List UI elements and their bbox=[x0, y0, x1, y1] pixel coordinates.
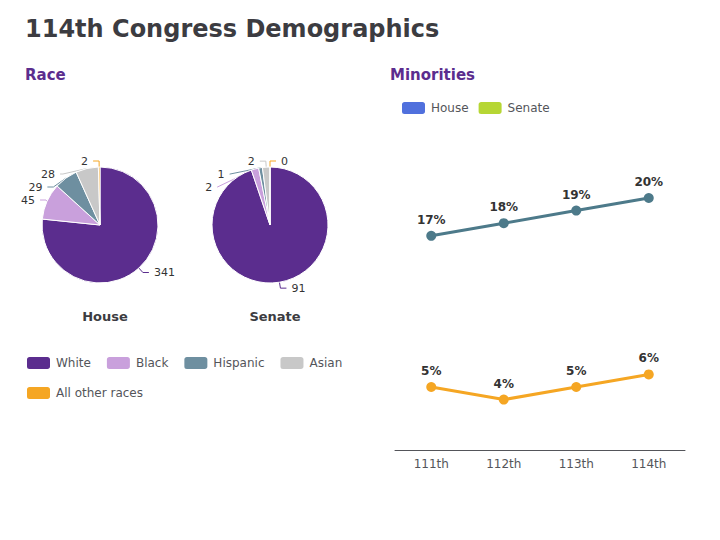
svg-text:18%: 18% bbox=[489, 200, 518, 214]
svg-text:Black: Black bbox=[136, 356, 169, 370]
svg-text:2: 2 bbox=[81, 155, 88, 168]
svg-text:20%: 20% bbox=[634, 175, 663, 189]
svg-text:Asian: Asian bbox=[309, 356, 342, 370]
svg-text:19%: 19% bbox=[562, 188, 591, 202]
svg-text:6%: 6% bbox=[639, 351, 659, 365]
svg-text:114th: 114th bbox=[631, 457, 666, 471]
svg-text:112th: 112th bbox=[486, 457, 521, 471]
svg-text:Race: Race bbox=[25, 66, 66, 84]
svg-text:4%: 4% bbox=[494, 377, 514, 391]
svg-text:91: 91 bbox=[291, 282, 305, 295]
svg-text:All other races: All other races bbox=[56, 386, 143, 400]
svg-text:341: 341 bbox=[154, 266, 175, 279]
svg-text:1: 1 bbox=[218, 168, 225, 181]
svg-text:111th: 111th bbox=[414, 457, 449, 471]
svg-text:5%: 5% bbox=[566, 364, 586, 378]
svg-text:17%: 17% bbox=[417, 213, 446, 227]
svg-text:114th Congress Demographics: 114th Congress Demographics bbox=[25, 15, 439, 43]
svg-text:5%: 5% bbox=[421, 364, 441, 378]
svg-text:0: 0 bbox=[281, 155, 288, 168]
svg-text:28: 28 bbox=[41, 168, 55, 181]
svg-text:Hispanic: Hispanic bbox=[213, 356, 264, 370]
svg-text:Minorities: Minorities bbox=[390, 66, 475, 84]
svg-text:29: 29 bbox=[28, 181, 42, 194]
svg-text:House: House bbox=[431, 101, 469, 115]
svg-text:Senate: Senate bbox=[249, 309, 300, 324]
svg-text:113th: 113th bbox=[559, 457, 594, 471]
svg-text:2: 2 bbox=[248, 155, 255, 168]
svg-text:Senate: Senate bbox=[508, 101, 550, 115]
svg-text:2: 2 bbox=[205, 181, 212, 194]
svg-text:White: White bbox=[56, 356, 91, 370]
svg-text:45: 45 bbox=[21, 194, 35, 207]
svg-text:House: House bbox=[82, 309, 128, 324]
